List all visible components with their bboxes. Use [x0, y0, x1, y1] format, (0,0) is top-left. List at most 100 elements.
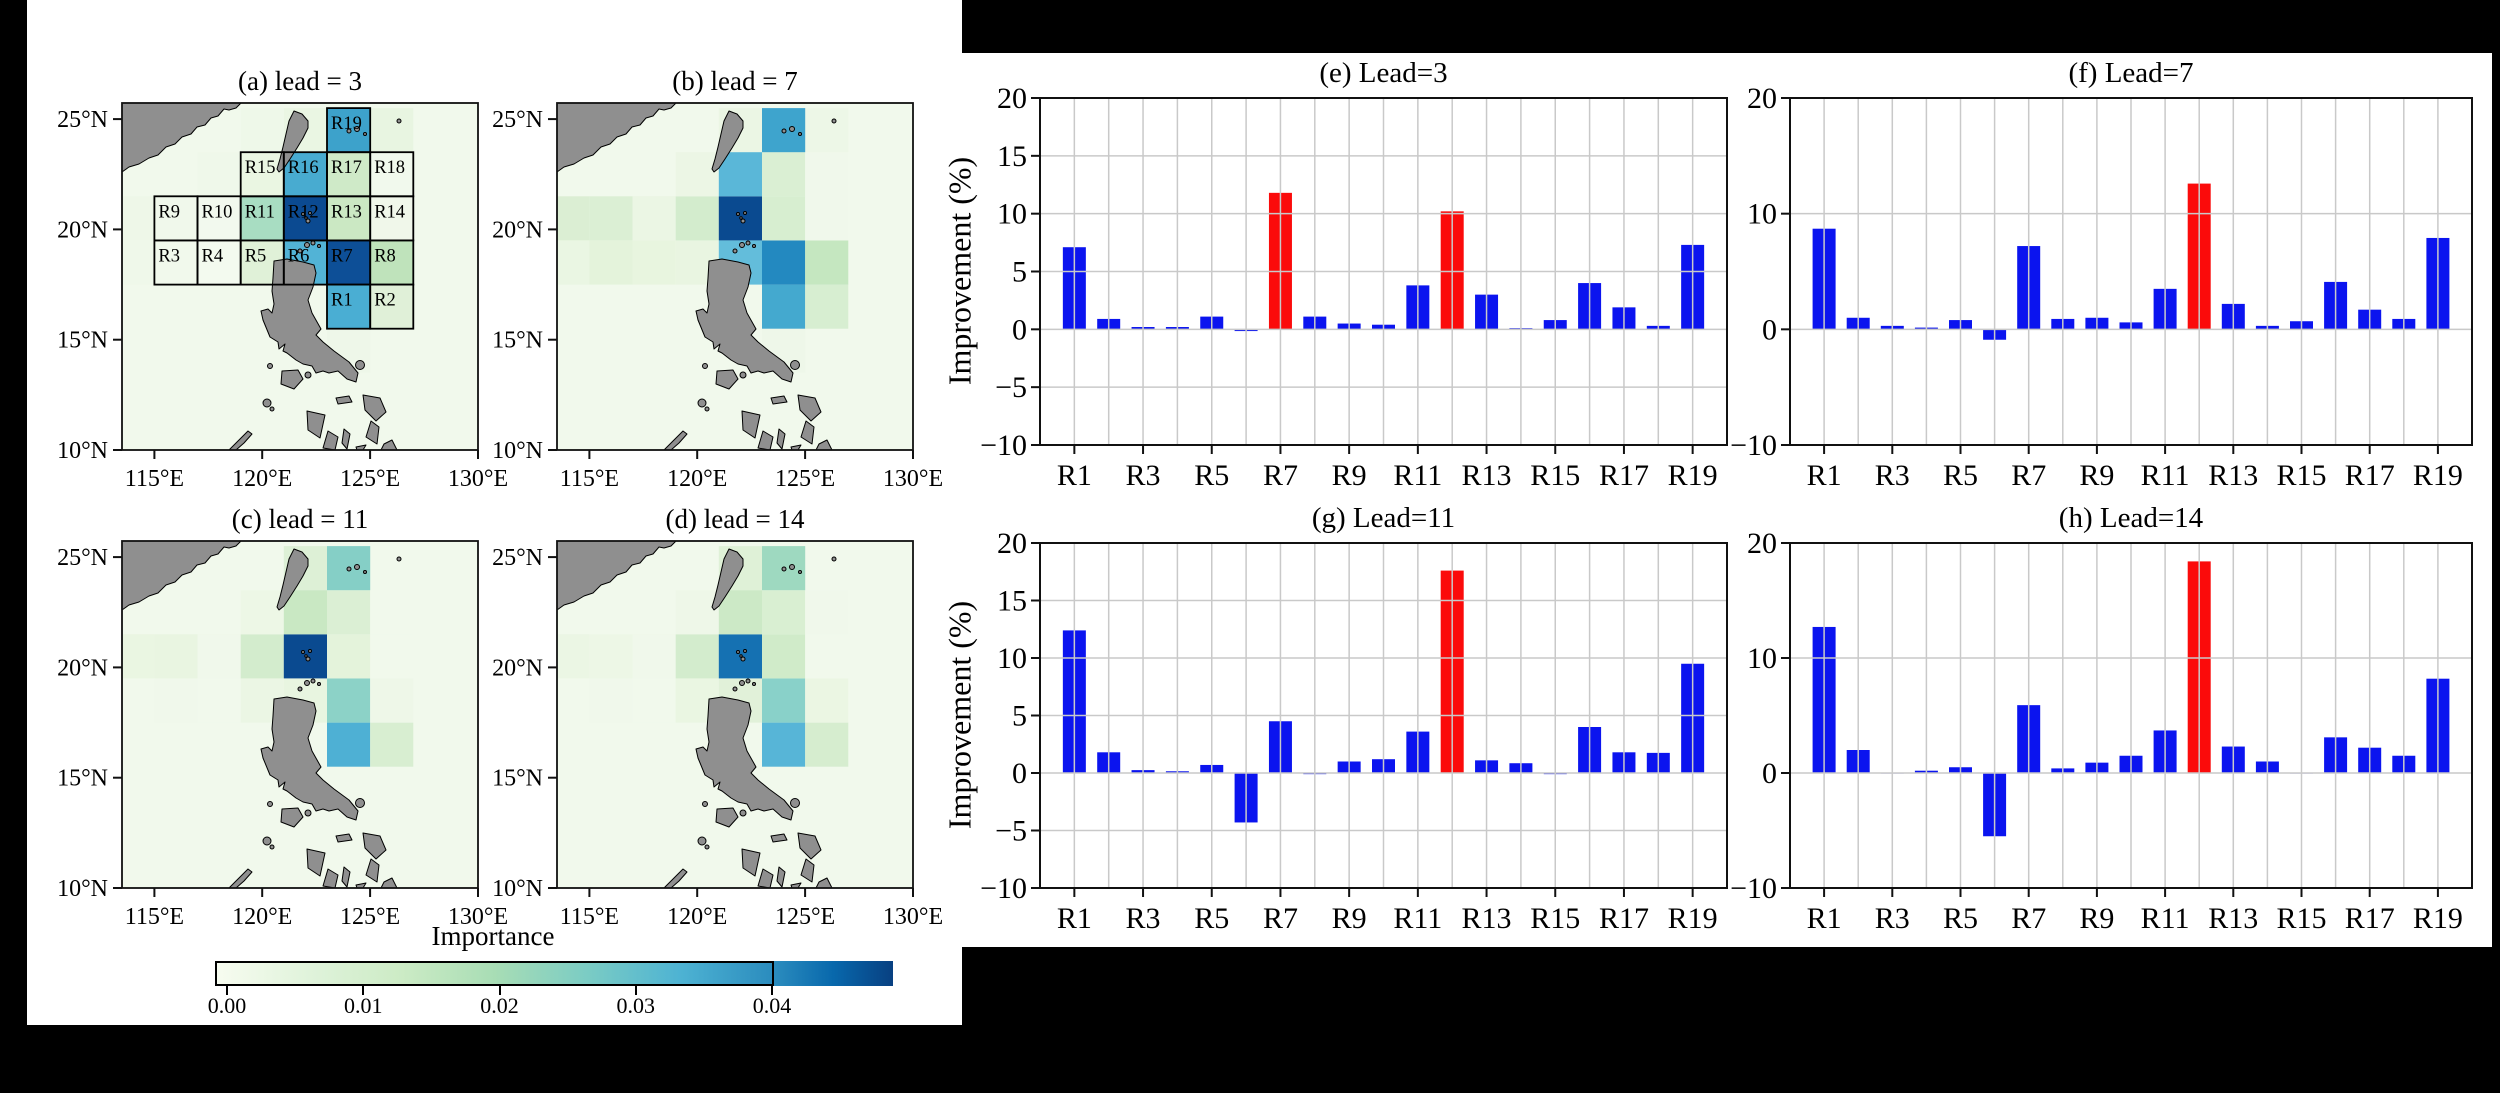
chart-y-tick-label: 0: [1012, 757, 1027, 790]
map-cell: [557, 196, 590, 241]
map-cell: [370, 284, 414, 329]
chart-x-tick-label: R3: [1126, 902, 1161, 935]
region-label: R4: [202, 246, 224, 266]
map-panel-c: 25°N 20°N 15°N 10°N 115°E 120°E 125°E 130°E: [57, 540, 508, 930]
chart-title-f: (f) Lead=7: [2068, 57, 2194, 89]
map-cell: [805, 634, 849, 679]
map-title-b: (b) lead = 7: [672, 66, 798, 96]
map-cell: [154, 678, 198, 723]
region-label: R5: [245, 246, 267, 266]
map-x-tick-label: 125°E: [775, 466, 835, 492]
region-label: R2: [374, 291, 396, 311]
map-cell: [805, 284, 849, 329]
colorbar-tick-mark: [634, 986, 637, 995]
map-cell: [154, 634, 198, 679]
map-title-c: (c) lead = 11: [231, 504, 369, 534]
chart-y-tick-label: 20: [997, 527, 1027, 560]
region-label: R15: [245, 158, 276, 178]
chart-x-tick-label: R19: [2413, 459, 2463, 492]
map-cell: [122, 240, 155, 285]
map-cell: [632, 240, 676, 285]
map-cell: [805, 196, 849, 241]
map-cell: [675, 634, 719, 679]
chart-x-tick-label: R17: [2345, 902, 2395, 935]
map-cell: [805, 590, 849, 635]
map-cell: [762, 196, 806, 241]
map-cell: [762, 152, 806, 197]
map-cell: [283, 152, 327, 197]
map-y-tick-label: 10°N: [492, 438, 543, 464]
region-outline-box: [326, 107, 372, 154]
chart-x-tick-label: R9: [1332, 459, 1367, 492]
map-y-tick-label: 10°N: [492, 876, 543, 902]
map-cell: [197, 152, 241, 197]
map-cell: [805, 722, 849, 767]
colorbar-tick-label: 0.03: [616, 993, 656, 1018]
map-cell: [675, 196, 719, 241]
chart-x-tick-label: R7: [2011, 902, 2046, 935]
chart-x-tick-label: R5: [1943, 902, 1978, 935]
chart-y-tick-label: 0: [1762, 757, 1777, 790]
colorbar-tick-label: 0.02: [480, 993, 519, 1018]
chart-x-tick-label: R3: [1126, 459, 1161, 492]
map-cell: [327, 284, 371, 329]
map-cell: [589, 678, 633, 723]
map-x-tick-label: 115°E: [560, 904, 619, 930]
chart-frame: [1789, 97, 2473, 446]
chart-x-tick-label: R11: [2141, 902, 2190, 935]
map-cell: [632, 678, 676, 723]
map-cell: [762, 634, 806, 679]
map-x-tick-label: 115°E: [125, 904, 184, 930]
map-x-tick-label: 115°E: [125, 466, 184, 492]
map-frame: [121, 102, 479, 451]
map-x-tick-label: 130°E: [448, 466, 508, 492]
chart-x-tick-label: R3: [1875, 902, 1910, 935]
map-title-d: (d) lead = 14: [665, 504, 805, 534]
colorbar-tick-mark: [498, 986, 501, 995]
map-cell: [632, 634, 676, 679]
chart-title-h: (h) Lead=14: [2058, 502, 2204, 534]
map-cell: [370, 240, 414, 285]
map-cell: [762, 678, 806, 723]
colorbar-title: Importance: [431, 921, 555, 951]
map-y-tick-label: 25°N: [492, 107, 543, 133]
chart-y-tick-label: −5: [995, 371, 1027, 404]
chart-y-tick-label: −5: [995, 815, 1027, 848]
map-x-tick-label: 125°E: [340, 904, 400, 930]
map-cell: [327, 634, 371, 679]
map-cell: [370, 196, 414, 241]
region-label: R11: [245, 202, 275, 222]
map-y-tick-label: 25°N: [57, 107, 108, 133]
map-y-tick-label: 25°N: [57, 545, 108, 571]
chart-x-tick-label: R1: [1807, 459, 1842, 492]
map-x-tick-label: 120°E: [667, 466, 727, 492]
region-label: R12: [288, 202, 319, 222]
map-y-tick-label: 15°N: [492, 328, 543, 354]
region-outline-box: [369, 151, 415, 198]
map-y-tick-label: 15°N: [492, 766, 543, 792]
colorbar-tick-label: 0.00: [207, 993, 247, 1018]
chart-title-g: (g) Lead=11: [1311, 502, 1456, 534]
map-y-tick-label: 15°N: [57, 766, 108, 792]
map-y-tick-label: 25°N: [492, 545, 543, 571]
chart-y-tick-label: 10: [997, 642, 1027, 675]
region-label: R18: [374, 158, 405, 178]
region-label: R10: [202, 202, 233, 222]
chart-x-tick-label: R11: [1393, 459, 1442, 492]
map-cell: [327, 678, 371, 723]
region-label: R6: [288, 246, 310, 266]
map-cell: [327, 152, 371, 197]
map-cell: [240, 108, 284, 153]
chart-y-tick-label: 5: [1012, 256, 1027, 289]
chart-x-tick-label: R15: [2276, 902, 2326, 935]
map-y-tick-label: 20°N: [57, 217, 108, 243]
map-cell: [675, 152, 719, 197]
colorbar-tick-label: 0.04: [752, 993, 792, 1018]
region-label: R9: [158, 202, 180, 222]
chart-x-tick-label: R1: [1807, 902, 1842, 935]
chart-x-tick-label: R13: [1462, 459, 1512, 492]
map-cell: [557, 634, 590, 679]
map-cell: [122, 634, 155, 679]
colorbar-tick-mark: [362, 986, 365, 995]
